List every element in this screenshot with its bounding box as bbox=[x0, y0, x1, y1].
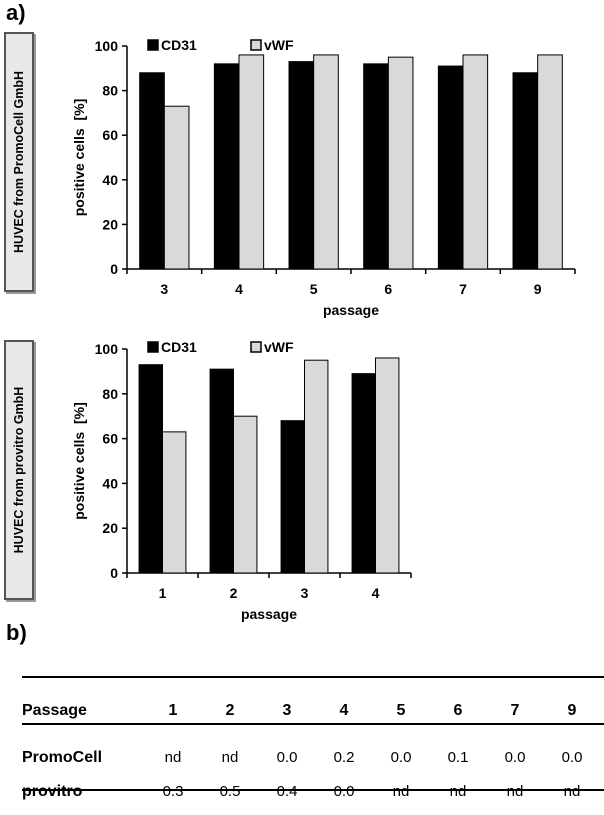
table-col-header: 9 bbox=[567, 702, 577, 719]
chart-promocell: 0 20 40 60 80 100 3 4 5 6 7 9 passage positive cells … bbox=[71, 37, 576, 318]
y-tick-label: 40 bbox=[102, 475, 118, 491]
table-col-header: 4 bbox=[339, 702, 349, 719]
y-tick-label: 0 bbox=[110, 565, 118, 581]
bar-vwf bbox=[375, 357, 400, 574]
bar-cd31 bbox=[138, 364, 164, 574]
bar-cd31 bbox=[209, 368, 235, 574]
table-col-header: 5 bbox=[396, 702, 406, 719]
bar-vwf bbox=[233, 415, 258, 574]
table-cell: 0.1 bbox=[447, 749, 469, 766]
table-col-header: 1 bbox=[168, 702, 178, 719]
bar-cd31 bbox=[213, 63, 240, 270]
table-cell: 0.0 bbox=[561, 749, 583, 766]
legend-label-cd31: CD31 bbox=[161, 37, 197, 53]
legend-swatch-vwf bbox=[250, 341, 262, 353]
chart1-side-label-box: HUVEC from PromoCell GmbH bbox=[4, 32, 34, 292]
table-cell: nd bbox=[392, 783, 410, 800]
table-cell: 0.0 bbox=[333, 783, 355, 800]
table-cell: 0.0 bbox=[504, 749, 526, 766]
legend-swatch-cd31 bbox=[147, 39, 159, 51]
panel-b-label: b) bbox=[6, 620, 27, 645]
legend-swatch-vwf bbox=[250, 39, 262, 51]
x-tick-label: 9 bbox=[534, 281, 542, 297]
bar-vwf bbox=[238, 54, 265, 270]
y-tick-label: 100 bbox=[95, 38, 119, 54]
table-cell: nd bbox=[449, 783, 467, 800]
bar-vwf bbox=[387, 56, 414, 270]
table-cell: 0.5 bbox=[219, 783, 241, 800]
x-axis-label: passage bbox=[323, 302, 379, 318]
table-col-header: 6 bbox=[453, 702, 463, 719]
table-col-header: 2 bbox=[225, 702, 235, 719]
table-col-header: 3 bbox=[282, 702, 292, 719]
chart2-side-label-box: HUVEC from provitro GmbH bbox=[4, 340, 34, 600]
panel-a-label: a) bbox=[6, 0, 26, 25]
table-col-header: 7 bbox=[510, 702, 520, 719]
passage-table: Passage 1 2 3 4 5 6 7 9 PromoCell nd nd … bbox=[22, 676, 604, 800]
bar-vwf bbox=[162, 431, 187, 574]
bar-vwf bbox=[304, 359, 329, 574]
table-row: provitro 0.3 0.5 0.4 0.0 nd nd nd nd bbox=[22, 783, 604, 803]
legend-swatch-cd31 bbox=[147, 341, 159, 353]
x-tick-label: 6 bbox=[384, 281, 392, 297]
x-axis-label: passage bbox=[241, 606, 297, 622]
y-tick-label: 60 bbox=[102, 431, 118, 447]
table-header-rule bbox=[22, 723, 604, 725]
table-cell: nd bbox=[221, 749, 239, 766]
table-cell: nd bbox=[164, 749, 182, 766]
table-header-row: Passage 1 2 3 4 5 6 7 9 bbox=[22, 702, 604, 722]
x-tick-label: 5 bbox=[310, 281, 318, 297]
table-cell: 0.0 bbox=[276, 749, 298, 766]
x-tick-label: 4 bbox=[372, 585, 380, 601]
bar-cd31 bbox=[351, 373, 377, 574]
table-row-label: PromoCell bbox=[22, 749, 103, 766]
table-cell: nd bbox=[563, 783, 581, 800]
y-axis-label: positive cells [%] bbox=[71, 402, 87, 519]
bar-vwf bbox=[163, 105, 190, 270]
y-tick-label: 100 bbox=[95, 341, 119, 357]
x-tick-label: 1 bbox=[159, 585, 167, 601]
x-tick-label: 2 bbox=[230, 585, 238, 601]
y-tick-label: 20 bbox=[102, 216, 118, 232]
legend-label-vwf: vWF bbox=[264, 339, 294, 355]
x-tick-label: 7 bbox=[459, 281, 467, 297]
x-tick-label: 3 bbox=[160, 281, 168, 297]
table-bottom-rule bbox=[22, 789, 604, 791]
table-row: PromoCell nd nd 0.0 0.2 0.0 0.1 0.0 0.0 bbox=[22, 749, 604, 769]
y-tick-label: 80 bbox=[102, 386, 118, 402]
bar-cd31 bbox=[512, 72, 539, 270]
bar-cd31 bbox=[437, 65, 464, 270]
legend-label-vwf: vWF bbox=[264, 37, 294, 53]
bar-vwf bbox=[537, 54, 563, 270]
table-cell: 0.4 bbox=[276, 783, 298, 800]
table-cell: 0.2 bbox=[333, 749, 355, 766]
table-cell: 0.0 bbox=[390, 749, 412, 766]
bar-vwf bbox=[462, 54, 489, 270]
table-row-label: provitro bbox=[22, 783, 83, 800]
bar-vwf bbox=[313, 54, 339, 270]
table-cell: 0.3 bbox=[162, 783, 184, 800]
table-cell: nd bbox=[506, 783, 524, 800]
legend-label-cd31: CD31 bbox=[161, 339, 197, 355]
y-axis-label: positive cells [%] bbox=[71, 99, 87, 216]
x-tick-label: 4 bbox=[235, 281, 243, 297]
bar-cd31 bbox=[280, 420, 306, 574]
y-tick-label: 20 bbox=[102, 520, 118, 536]
bar-cd31 bbox=[139, 72, 165, 270]
y-tick-label: 80 bbox=[102, 83, 118, 99]
bar-cd31 bbox=[288, 61, 315, 270]
y-tick-label: 0 bbox=[110, 261, 118, 277]
chart-provitro: 0 20 40 60 80 100 1 2 3 4 passage positive cells [%… bbox=[71, 339, 412, 622]
x-tick-label: 3 bbox=[301, 585, 309, 601]
y-tick-label: 60 bbox=[102, 127, 118, 143]
table-header-label: Passage bbox=[22, 702, 87, 719]
y-tick-label: 40 bbox=[102, 172, 118, 188]
